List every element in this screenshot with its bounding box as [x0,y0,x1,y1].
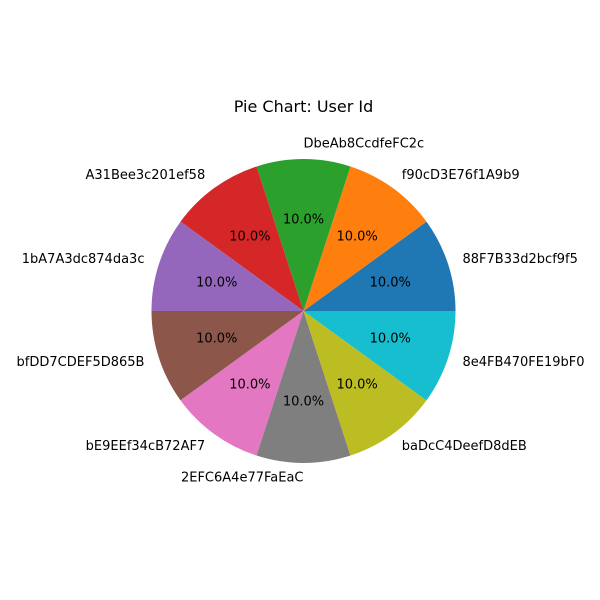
pie-slice-2 [256,159,351,311]
slice-label-7: 2EFC6A4e77FaEaC [181,471,304,486]
pie-labels: 88F7B33d2bcf9f5 10.0% f90cD3E76f1A9b9 10.0%… [17,136,585,485]
slice-percent-label-9: 10.0% [370,332,411,347]
slice-percent-label-4: 10.0% [196,275,237,290]
slice-label-4: 1bA7A3dc874da3c [22,252,145,267]
pie-slice-4 [151,221,304,311]
slice-percent-label-3: 10.0% [229,230,270,245]
slice-label-5: bfDD7CDEF5D865B [17,355,145,370]
slice-percent-label-0: 10.0% [370,275,411,290]
slice-percent-label-6: 10.0% [229,377,270,392]
slice-label-8: baDcC4DeefD8dEB [402,439,527,454]
slice-label-3: A31Bee3c201ef58 [86,168,206,183]
slice-percent-label-7: 10.0% [283,395,324,410]
slice-label-0: 88F7B33d2bcf9f5 [463,252,578,267]
pie-slice-9 [303,311,456,401]
slice-percent-label-8: 10.0% [336,377,377,392]
slice-label-1: f90cD3E76f1A9b9 [402,168,520,183]
pie-slice-1 [303,166,427,311]
pie-slice-6 [180,311,304,456]
slice-label-9: 8e4FB470FE19bF0 [463,355,585,370]
pie-slice-8 [303,311,427,456]
pie-slice-7 [256,311,351,463]
pie-slice-0 [303,221,456,311]
slice-percent-label-1: 10.0% [336,230,377,245]
slice-label-2: DbeAb8CcdfeFC2c [304,136,425,151]
pie-slices [151,159,456,463]
chart-title: Pie Chart: User Id [234,97,374,116]
pie-slice-3 [180,166,304,311]
pie-slice-5 [151,311,304,401]
slice-label-6: bE9EEf34cB72AF7 [86,439,206,454]
slice-percent-label-2: 10.0% [283,212,324,227]
slice-percent-label-5: 10.0% [196,332,237,347]
